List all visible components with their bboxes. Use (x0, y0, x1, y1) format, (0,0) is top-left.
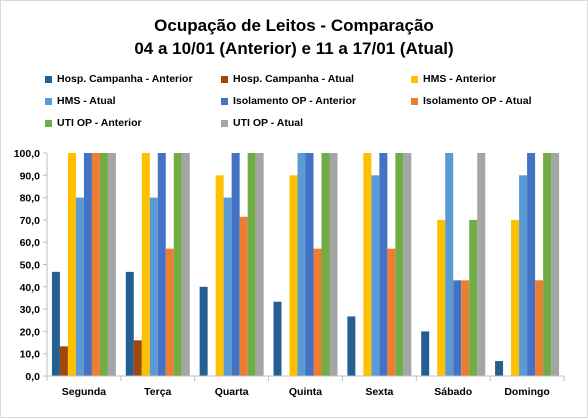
bar (67, 153, 76, 376)
legend-label: HMS - Atual (57, 95, 116, 107)
y-tick-label: 30,0 (20, 304, 41, 316)
y-tick-label: 100,0 (14, 148, 40, 160)
x-tick-label: Terça (144, 386, 171, 398)
bar (313, 248, 322, 376)
y-tick-label: 60,0 (20, 237, 41, 249)
bar (273, 301, 282, 376)
bar (395, 153, 404, 376)
legend-item: Isolamento OP - Anterior (221, 95, 356, 107)
y-tick-label: 20,0 (20, 326, 41, 338)
bar (379, 153, 388, 376)
legend-item: UTI OP - Anterior (45, 117, 142, 129)
bar (157, 153, 166, 376)
legend-label: Hosp. Campanha - Anterior (57, 73, 193, 85)
bar (75, 197, 84, 376)
x-tick-label: Sexta (365, 386, 393, 398)
bar (461, 280, 470, 376)
bar (149, 197, 158, 376)
x-tick-label: Sábado (434, 386, 472, 398)
legend-label: UTI OP - Anterior (57, 117, 142, 129)
bar (551, 153, 560, 376)
bar (297, 153, 306, 376)
legend-swatch (221, 75, 228, 83)
bar (371, 175, 380, 376)
bar (469, 219, 478, 376)
bar (165, 248, 174, 376)
legend-item: Hosp. Campanha - Atual (221, 73, 354, 85)
bar (403, 153, 412, 376)
legend-swatch (45, 119, 52, 127)
bar (125, 271, 134, 376)
y-tick-label: 0,0 (25, 371, 40, 383)
legend-swatch (411, 97, 418, 105)
bar (527, 153, 536, 376)
y-tick-label: 90,0 (20, 170, 41, 182)
bar (223, 197, 232, 376)
legend-label: Isolamento OP - Anterior (233, 95, 357, 107)
bar (51, 271, 60, 376)
bar (91, 153, 100, 376)
bar (321, 153, 330, 376)
legend-label: UTI OP - Atual (233, 117, 304, 129)
y-tick-label: 50,0 (20, 260, 41, 272)
bar (305, 153, 314, 376)
legend-item: UTI OP - Atual (221, 117, 303, 129)
bar (289, 175, 298, 376)
chart-title-line-2: 04 a 10/01 (Anterior) e 11 a 17/01 (Atua… (134, 39, 454, 58)
bar (477, 153, 486, 376)
chart-legend: Hosp. Campanha - Anterior Hosp. Campanha … (45, 73, 565, 133)
legend-item: Hosp. Campanha - Anterior (45, 73, 193, 85)
bar (495, 361, 504, 376)
bar (543, 153, 552, 376)
legend-swatch (45, 75, 52, 83)
legend-swatch (221, 119, 228, 127)
bar (347, 316, 356, 376)
bar (535, 280, 544, 376)
bar (239, 216, 248, 376)
bar (255, 153, 264, 376)
legend-item: HMS - Atual (45, 95, 116, 107)
bar (141, 153, 150, 376)
bar (231, 153, 240, 376)
x-tick-label: Quarta (215, 386, 249, 398)
bar (519, 175, 528, 376)
bar (329, 153, 338, 376)
y-tick-label: 80,0 (20, 193, 41, 205)
bar (511, 219, 520, 376)
legend-swatch (45, 97, 52, 105)
bar (215, 175, 224, 376)
chart-title-line-1: Ocupação de Leitos - Comparação (154, 16, 434, 35)
bar (173, 153, 182, 376)
bar (421, 331, 430, 376)
bar (445, 153, 454, 376)
bar (453, 280, 462, 376)
legend-label: Hosp. Campanha - Atual (233, 73, 354, 85)
bar (99, 153, 108, 376)
bar (199, 286, 208, 376)
bar (107, 153, 116, 376)
bar (59, 346, 68, 376)
x-tick-label: Quinta (289, 386, 322, 398)
legend-swatch (411, 75, 418, 83)
legend-swatch (221, 97, 228, 105)
bar (133, 340, 142, 376)
legend-item: Isolamento OP - Atual (411, 95, 532, 107)
bar (387, 248, 396, 376)
legend-item: HMS - Anterior (411, 73, 496, 85)
bar (247, 153, 256, 376)
bar (363, 153, 372, 376)
legend-label: Isolamento OP - Atual (423, 95, 532, 107)
x-tick-label: Domingo (504, 386, 550, 398)
legend-label: HMS - Anterior (423, 73, 497, 85)
y-tick-label: 10,0 (20, 349, 41, 361)
y-tick-label: 40,0 (20, 282, 41, 294)
bar (83, 153, 92, 376)
y-tick-label: 70,0 (20, 215, 41, 227)
bar (437, 219, 446, 376)
x-tick-label: Segunda (62, 386, 106, 398)
bar (181, 153, 190, 376)
